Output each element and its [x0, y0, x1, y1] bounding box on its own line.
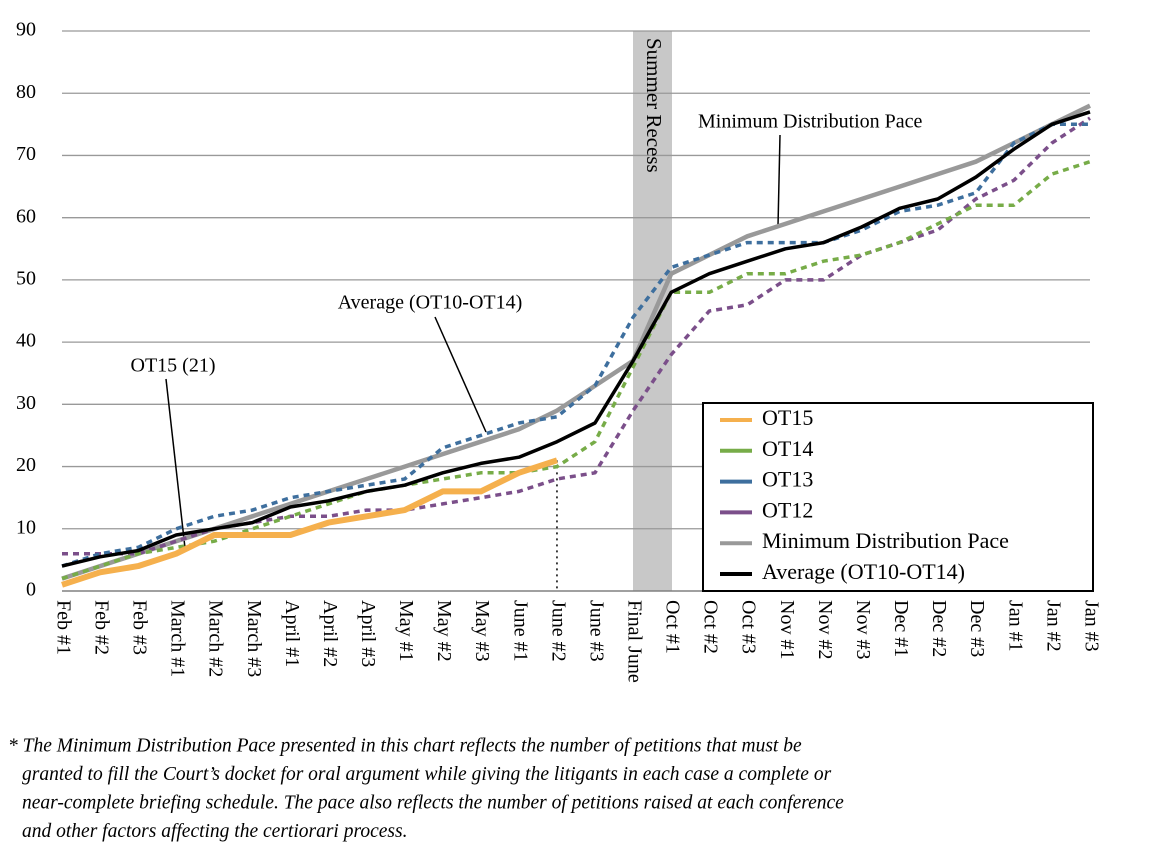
y-tick-label: 10 [16, 516, 36, 538]
series-line [61, 110, 1091, 568]
legend-label: OT12 [762, 497, 813, 522]
footnote-line: * The Minimum Distribution Pace presente… [8, 735, 802, 756]
annotation: Summer Recess [642, 38, 666, 173]
x-tick-label: Final June [624, 600, 646, 683]
y-tick-label: 40 [16, 330, 36, 352]
y-tick-label: 20 [16, 454, 36, 476]
x-tick-label: Nov #3 [852, 600, 874, 659]
x-tick-label: March #1 [167, 600, 189, 677]
x-tick-label: Nov #1 [776, 600, 798, 659]
x-tick-label: Oct #3 [738, 600, 760, 654]
series-line [61, 457, 558, 588]
y-tick-label: 60 [16, 205, 36, 227]
x-tick-label: May #2 [433, 600, 455, 662]
x-tick-label: Jan #1 [1004, 600, 1026, 652]
legend-label: Minimum Distribution Pace [762, 528, 1009, 553]
footnote-line: and other factors affecting the certiora… [22, 821, 407, 842]
series-line [61, 122, 1090, 568]
legend-label: OT13 [762, 467, 813, 492]
x-tick-label: Jan #2 [1042, 600, 1064, 652]
x-tick-label: Dec #1 [890, 600, 912, 657]
annotation: OT15 (21) [131, 355, 216, 377]
y-tick-label: 0 [26, 579, 36, 601]
annotation: Average (OT10-OT14) [338, 292, 523, 314]
x-tick-label: March #2 [205, 600, 227, 677]
x-tick-label: June #1 [509, 600, 531, 662]
annotation-pointer [777, 134, 781, 227]
x-tick-label: Dec #2 [928, 600, 950, 657]
x-tick-label: Dec #3 [966, 600, 988, 657]
x-tick-label: May #1 [395, 600, 417, 662]
annotation-pointer [165, 378, 186, 549]
x-tick-label: Feb #3 [129, 600, 151, 655]
series-line [62, 116, 1091, 556]
x-tick-label: Feb #1 [52, 600, 74, 655]
x-tick-label: Feb #2 [90, 600, 112, 655]
legend-label: Average (OT10-OT14) [762, 559, 965, 584]
x-tick-label: Oct #1 [662, 600, 684, 654]
x-tick-label: June #3 [585, 600, 607, 662]
x-tick-label: Nov #2 [814, 600, 836, 659]
y-tick-label: 50 [16, 267, 36, 289]
y-tick-label: 80 [16, 81, 36, 103]
y-tick-label: 90 [16, 19, 36, 41]
legend-label: OT14 [762, 436, 813, 461]
x-tick-label: Oct #2 [700, 600, 722, 654]
annotation: Minimum Distribution Pace [698, 111, 923, 133]
x-tick-label: June #2 [547, 600, 569, 662]
series-line [61, 103, 1091, 581]
legend-box [702, 402, 1094, 592]
x-tick-label: Jan #3 [1080, 600, 1102, 652]
x-tick-label: April #2 [319, 600, 341, 667]
y-tick-label: 30 [16, 392, 36, 414]
footnote-line: near-complete briefing schedule. The pac… [22, 792, 844, 813]
y-tick-label: 70 [16, 143, 36, 165]
footnote-line: granted to fill the Court’s docket for o… [22, 764, 832, 785]
x-tick-label: April #1 [281, 600, 303, 667]
x-tick-label: March #3 [243, 600, 265, 677]
legend-label: OT15 [762, 405, 813, 430]
annotation-pointer [434, 316, 487, 433]
x-tick-label: April #3 [357, 600, 379, 667]
x-tick-label: May #3 [471, 600, 493, 662]
